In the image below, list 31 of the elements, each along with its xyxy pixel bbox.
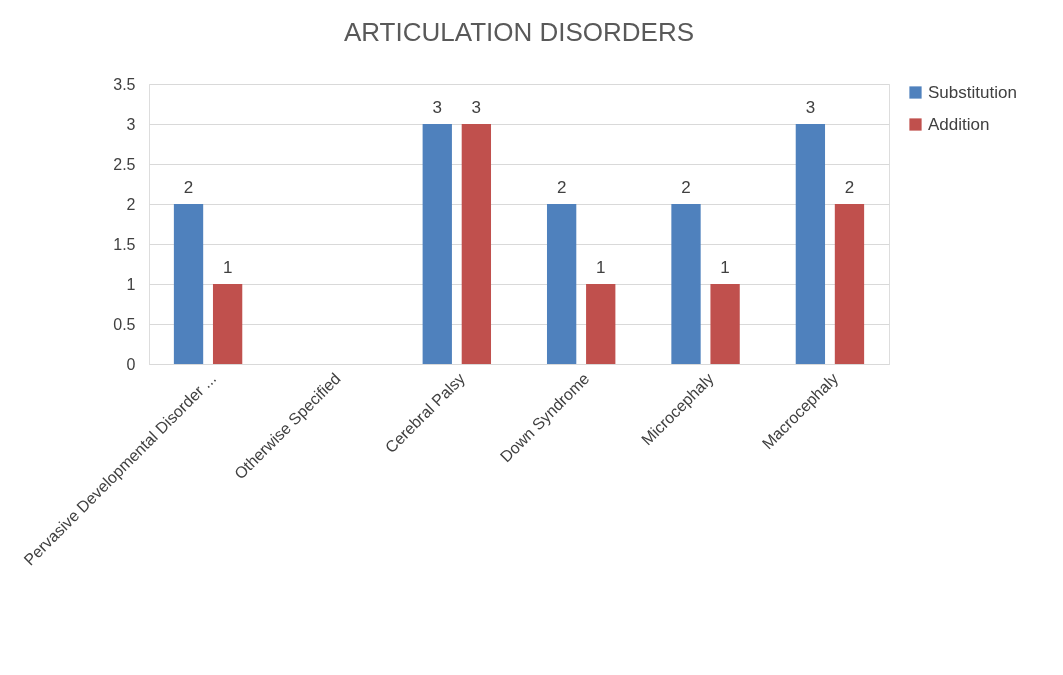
bar [671,204,701,364]
bar [834,204,865,364]
bar [461,124,492,364]
y-tick-label: 0 [126,355,136,373]
y-tick-label: 0.5 [113,315,136,333]
chart-title: ARTICULATION DISORDERS [343,17,695,47]
data-label: 3 [471,98,482,117]
data-label: 2 [844,178,855,197]
bar [173,204,204,364]
bar [795,124,826,364]
legend-label: Addition [928,114,990,134]
bar [212,284,243,364]
data-label: 2 [183,178,194,197]
data-label: 1 [222,258,233,277]
data-label: 2 [681,178,691,197]
y-tick-label: 2.5 [113,155,136,173]
data-label: 3 [432,98,443,117]
bar [710,284,740,364]
data-label: 3 [805,98,816,117]
y-tick-label: 1 [126,275,136,293]
y-tick-label: 2 [126,195,136,213]
y-tick-label: 1.5 [113,235,136,253]
data-label: 2 [556,178,567,197]
bar [546,204,577,364]
bar [586,284,616,364]
legend-label: Substitution [928,82,1017,102]
y-tick-label: 3.5 [113,75,136,93]
data-label: 1 [720,258,730,277]
bar [422,124,452,364]
y-tick-label: 3 [126,115,136,133]
data-label: 1 [595,258,606,277]
